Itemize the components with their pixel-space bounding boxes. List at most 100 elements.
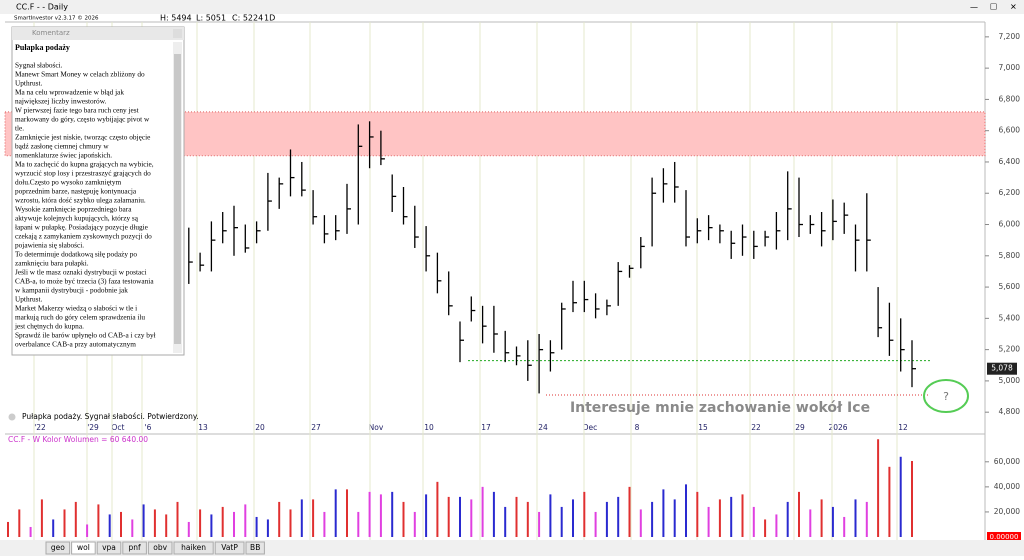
close-button[interactable]: ✕: [1010, 3, 1017, 12]
y-tick-label: 5,200: [999, 345, 1021, 354]
y-tick-label: 20,000: [994, 507, 1020, 516]
volume-bar: [176, 501, 179, 537]
x-tick-label: 8: [635, 423, 640, 432]
comment-line: Ma na celu wprowadzenie w błąd jak: [15, 88, 124, 97]
tab-label[interactable]: vpa: [102, 543, 116, 552]
volume-bar: [233, 511, 235, 537]
app-version: SmartInvestor v2.3.17 © 2026: [14, 15, 99, 22]
tab-label[interactable]: wol: [77, 543, 90, 552]
close-label: C: 5224: [232, 14, 263, 23]
signal-legend: Pułapka podaży. Sygnał słabości. Potwier…: [8, 412, 199, 421]
comment-line: nomenklaturze świec japońskich.: [15, 151, 112, 160]
volume-bar: [312, 499, 315, 537]
volume-bar: [843, 516, 846, 537]
x-tick-label: Oct: [112, 423, 125, 432]
tab-label[interactable]: BB: [250, 543, 260, 552]
volume-bar: [346, 489, 348, 537]
x-tick-label: 13: [198, 423, 208, 432]
x-tick-label: '29: [87, 423, 99, 432]
volume-pane: CC.F - W Kolor Wolumen = 60 640.00 20,000…: [7, 435, 1021, 542]
highlight-ellipse: [923, 379, 969, 413]
x-tick-label: 20: [255, 423, 265, 432]
comment-line: CAB-a, to może być trzecia (3) faza test…: [15, 277, 154, 286]
low-label: L: 5051: [196, 14, 226, 23]
y-tick-label: 6,000: [999, 220, 1021, 229]
volume-bar: [583, 491, 586, 537]
maximize-button[interactable]: ☐: [990, 3, 997, 12]
volume-bar: [605, 501, 608, 537]
comment-line: Ma to zachęcić do kupna grających na wyb…: [15, 160, 154, 169]
comment-line: jest chętnych do kupna.: [14, 322, 84, 331]
volume-bar: [447, 496, 450, 537]
y-tick-label: 5,400: [999, 313, 1021, 322]
tab-label[interactable]: VatP: [221, 543, 238, 552]
tab[interactable]: [45, 541, 71, 555]
tab[interactable]: [122, 541, 147, 555]
volume-bar: [820, 499, 823, 537]
volume-bar: [481, 486, 484, 537]
tab[interactable]: [96, 541, 122, 555]
x-tick-label: Dec: [583, 423, 598, 432]
volume-bar: [86, 524, 89, 537]
volume-bar: [368, 491, 371, 537]
volume-bar: [718, 499, 721, 537]
comment-line: overbalance CAB-a przy automatycznym: [15, 340, 136, 349]
comment-line: wyrzucić stop losy i przestraszyć grając…: [15, 169, 151, 178]
y-tick-label: 40,000: [994, 482, 1020, 491]
y-tick-label: 7,000: [999, 63, 1021, 72]
x-tick-label: 24: [538, 423, 548, 432]
y-tick-label: 6,400: [999, 157, 1021, 166]
comment-line: aktywuje kolejnych kupujących, którzy są: [15, 214, 139, 223]
last-volume-box: [987, 532, 1021, 542]
comment-line: Zamknięcie jest niskie, tworząc często o…: [15, 133, 150, 142]
x-tick-label: 17: [481, 423, 491, 432]
comment-line: pojawienia się słabości.: [15, 241, 84, 250]
volume-bar: [764, 519, 767, 537]
y-tick-label: 6,200: [999, 188, 1021, 197]
scroll-thumb[interactable]: [174, 54, 181, 344]
volume-bar: [266, 519, 269, 537]
y-tick-label: 5,800: [999, 251, 1021, 260]
window-title: CC.F - - Daily: [16, 3, 68, 12]
volume-bar: [911, 460, 913, 537]
tab-label[interactable]: haiken: [181, 543, 206, 552]
tab[interactable]: [214, 541, 245, 555]
y-tick-label: 5,000: [999, 376, 1021, 385]
comment-line: Upthrust.: [15, 79, 43, 88]
volume-bar: [221, 506, 224, 537]
tabs: geo wol vpa pnf obv haiken VatP BB: [45, 541, 265, 555]
panel-close[interactable]: [173, 29, 182, 38]
comment-line: To determinuje dodatkową siłę podaży po: [15, 250, 137, 259]
comment-line: łapani w pułapkę. Posiadający pozycje dł…: [15, 223, 148, 232]
comment-line: tle.: [15, 124, 24, 133]
volume-bar: [153, 509, 156, 537]
volume-bar: [831, 506, 834, 537]
comment-line: Upthrust.: [15, 295, 43, 304]
comment-line: Sygnał słabości.: [15, 61, 63, 70]
x-tick-label: 22: [751, 423, 761, 432]
panel-header-text: Komentarz: [32, 29, 70, 37]
volume-bar: [696, 491, 699, 537]
volume-bar: [108, 514, 111, 537]
tab[interactable]: [147, 541, 173, 555]
last-volume-label: 0.00000: [990, 533, 1019, 541]
volume-bar: [7, 521, 9, 537]
tab[interactable]: [71, 541, 96, 555]
volume-title: CC.F - W Kolor Wolumen = 60 640.00: [8, 435, 148, 444]
tab[interactable]: [245, 541, 265, 555]
volume-bar: [278, 501, 281, 537]
volume-bar: [244, 504, 247, 537]
volume-bar: [865, 501, 868, 537]
tab[interactable]: [173, 541, 214, 555]
tab-label[interactable]: pnf: [129, 543, 142, 552]
volume-bar: [391, 491, 394, 537]
volume-bar: [436, 481, 439, 537]
signal-dot: [8, 413, 16, 421]
minimize-button[interactable]: —: [970, 3, 978, 12]
volume-bar: [673, 499, 676, 537]
volume-bar: [323, 511, 326, 537]
tab-label[interactable]: geo: [51, 543, 65, 552]
tab-label[interactable]: obv: [153, 543, 167, 552]
x-tick-label: Nov: [369, 423, 384, 432]
volume-bar: [538, 511, 541, 537]
